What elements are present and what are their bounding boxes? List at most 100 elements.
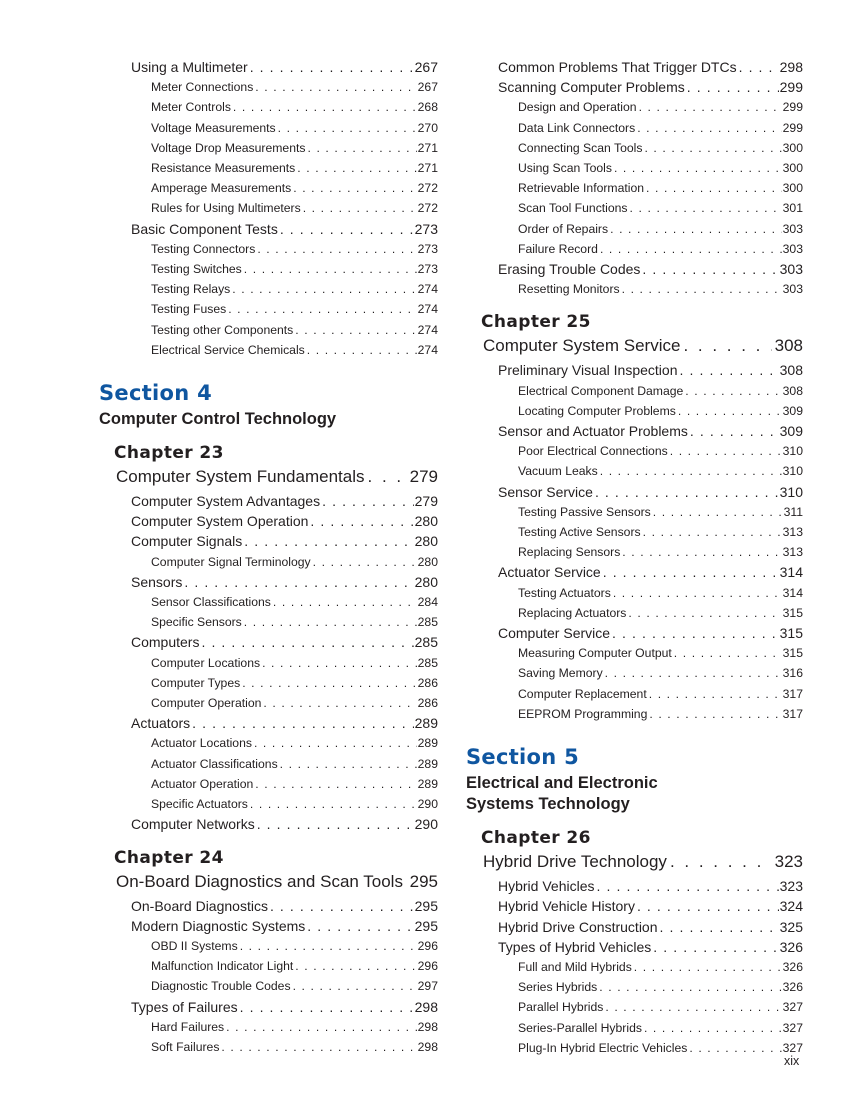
chapter-title-row: Hybrid Drive Technology. . . . . . . . .… — [481, 850, 803, 873]
toc-leader-dots: . . . . . . . . . . . . . . . . . . . . … — [295, 959, 417, 974]
toc-leader-dots: . . . . . . . . . . . . . . . . . . . . … — [622, 545, 781, 560]
toc-entry-page: 301 — [782, 201, 803, 216]
toc-entry: Testing Relays. . . . . . . . . . . . . … — [98, 279, 438, 299]
toc-entry-page: 286 — [417, 696, 438, 711]
toc-entry-page: 315 — [782, 605, 803, 620]
toc-leader-dots: . . . . . . . . . . . . . . . . . . . . … — [249, 797, 417, 812]
toc-leader-dots: . . . . . . . . . . . . . . . . . . . . … — [263, 696, 416, 711]
toc-entry-label: Soft Failures — [151, 1039, 220, 1054]
toc-entry-label: Locating Computer Problems — [518, 403, 676, 418]
toc-entry-page: 310 — [782, 464, 803, 479]
toc-entry: EEPROM Programming. . . . . . . . . . . … — [465, 704, 803, 724]
toc-leader-dots: . . . . . . . . . . . . . . . . . . . . … — [221, 1039, 416, 1054]
toc-entry-page: 317 — [782, 706, 803, 721]
toc-entry-label: Amperage Measurements — [151, 181, 292, 196]
toc-entry-label: Sensor Classifications — [151, 595, 271, 610]
toc-entry-page: 303 — [779, 261, 803, 278]
toc-entry: Computer Networks. . . . . . . . . . . .… — [98, 814, 438, 834]
toc-entry: Resistance Measurements. . . . . . . . .… — [98, 158, 438, 178]
toc-entry-label: Retrievable Information — [518, 181, 644, 196]
toc-entry-label: Voltage Measurements — [151, 120, 276, 135]
toc-entry-label: Voltage Drop Measurements — [151, 140, 306, 155]
toc-entry-label: Computer Locations — [151, 655, 261, 670]
toc-leader-dots: . . . . . . . . . . . . . . . . . . . . … — [312, 554, 417, 569]
toc-entry: Testing Fuses. . . . . . . . . . . . . .… — [98, 299, 438, 319]
toc-entry-page: 285 — [414, 634, 438, 651]
toc-leader-dots: . . . . . . . . . . . . . . . . . . . . … — [262, 655, 417, 670]
toc-entry-page: 280 — [414, 533, 438, 550]
toc-entry-page: 298 — [414, 998, 438, 1015]
toc-leader-dots: . . . . . . . . . . . . . . . . . . . . … — [228, 302, 416, 317]
toc-leader-dots: . . . . . . . . . . . . . . . . . . . . … — [596, 878, 779, 895]
toc-leader-dots: . . . . . . . . . . . . . . . . . . . . … — [613, 161, 782, 176]
toc-entry-page: 315 — [782, 646, 803, 661]
toc-entry-page: 313 — [782, 545, 803, 560]
toc-entry-page: 272 — [417, 181, 438, 196]
toc-leader-dots: . . . . . . . . . . . . . . . . . . . . … — [255, 80, 416, 95]
toc-entry-label: Connecting Scan Tools — [518, 140, 643, 155]
toc-entry-label: Computer Signal Terminology — [151, 554, 311, 569]
toc-entry-page: 310 — [782, 444, 803, 459]
toc-entry: Erasing Trouble Codes. . . . . . . . . .… — [465, 259, 803, 279]
toc-entry: Testing Passive Sensors. . . . . . . . .… — [465, 502, 803, 522]
chapter-title-row: Computer System Service. . . . . . . . .… — [481, 334, 803, 357]
toc-entry: Computer Service. . . . . . . . . . . . … — [465, 623, 803, 643]
toc-entry-label: Electrical Component Damage — [518, 383, 684, 398]
toc-entry-page: 311 — [783, 504, 803, 519]
toc-entry: Poor Electrical Connections. . . . . . .… — [465, 441, 803, 461]
toc-entry-page: 310 — [779, 483, 803, 500]
toc-entry-page: 289 — [417, 756, 438, 771]
toc-leader-dots: . . . . . . . . . . . . . . . . . . . . … — [646, 181, 782, 196]
chapter-heading: Chapter 23 — [114, 443, 224, 464]
toc-leader-dots: . . . . . . . . . . . . . . . . . . . . … — [629, 201, 782, 216]
toc-entry-page: 289 — [417, 736, 438, 751]
toc-entry-label: Specific Sensors — [151, 615, 242, 630]
toc-entry: Types of Hybrid Vehicles. . . . . . . . … — [465, 937, 803, 957]
toc-entry-label: Testing Switches — [151, 262, 242, 277]
chapter-heading-block: Chapter 23 Computer System Fundamentals. … — [98, 442, 438, 488]
toc-entry-page: 299 — [782, 120, 803, 135]
chapter-title-page: 279 — [409, 467, 438, 487]
toc-entry: Computer Signal Terminology. . . . . . .… — [98, 552, 438, 572]
toc-entry-page: 308 — [782, 383, 803, 398]
toc-entry: On-Board Diagnostics. . . . . . . . . . … — [98, 896, 438, 916]
toc-entry: Hybrid Vehicle History. . . . . . . . . … — [465, 896, 803, 916]
toc-entry-page: 271 — [417, 161, 438, 176]
toc-leader-dots: . . . . . . . . . . . . . . . . . . . . … — [642, 525, 782, 540]
toc-entry-label: On-Board Diagnostics — [131, 897, 268, 914]
toc-leader-dots: . . . . . . . . . . . . . . . . . . . . … — [738, 59, 779, 75]
toc-entry-label: Basic Component Tests — [131, 220, 278, 237]
toc-entry-page: 279 — [414, 493, 438, 510]
toc-entry-label: Testing Active Sensors — [518, 525, 641, 540]
toc-leader-dots: . . . . . . . . . . . . . . . . . . . . … — [226, 1019, 417, 1034]
toc-entry-page: 285 — [417, 615, 438, 630]
toc-leader-dots: . . . . . . . . . . . . . . . . . . . . … — [322, 493, 414, 510]
toc-leader-dots: . . . . . . . . . . . . . . . . . . . . … — [649, 706, 781, 721]
toc-entry-label: Testing Relays — [151, 282, 231, 297]
toc-leader-dots: . . . . . . . . . . . . . . . . . . . . … — [638, 100, 782, 115]
toc-entry: Malfunction Indicator Light. . . . . . .… — [98, 956, 438, 976]
toc-entry-page: 267 — [414, 59, 438, 75]
toc-entry-label: Meter Connections — [151, 80, 254, 95]
toc-entry-label: Measuring Computer Output — [518, 646, 672, 661]
toc-leader-dots: . . . . . . . . . . . . . . . . . . . . … — [669, 852, 772, 872]
toc-entry-label: Testing Connectors — [151, 241, 256, 256]
toc-entry-page: 326 — [779, 938, 803, 955]
toc-entry-label: Saving Memory — [518, 666, 603, 681]
toc-entry-label: Actuator Classifications — [151, 756, 278, 771]
toc-leader-dots: . . . . . . . . . . . . . . . . . . . . … — [602, 564, 779, 581]
toc-leader-dots: . . . . . . . . . . . . . . . . . . . . … — [686, 79, 779, 96]
toc-entry-label: Data Link Connectors — [518, 120, 636, 135]
toc-entry-label: Hybrid Vehicles — [498, 878, 595, 895]
toc-entry-page: 272 — [417, 201, 438, 216]
toc-entry: Testing Actuators. . . . . . . . . . . .… — [465, 583, 803, 603]
toc-entry: Testing Switches. . . . . . . . . . . . … — [98, 259, 438, 279]
toc-entry: Order of Repairs. . . . . . . . . . . . … — [465, 219, 803, 239]
toc-leader-dots: . . . . . . . . . . . . . . . . . . . . … — [243, 262, 417, 277]
toc-leader-dots: . . . . . . . . . . . . . . . . . . . . … — [243, 615, 417, 630]
toc-entry-label: Rules for Using Multimeters — [151, 201, 301, 216]
toc-entry: Meter Connections. . . . . . . . . . . .… — [98, 77, 438, 97]
toc-entry: Locating Computer Problems. . . . . . . … — [465, 401, 803, 421]
toc-entry: Voltage Measurements. . . . . . . . . . … — [98, 118, 438, 138]
